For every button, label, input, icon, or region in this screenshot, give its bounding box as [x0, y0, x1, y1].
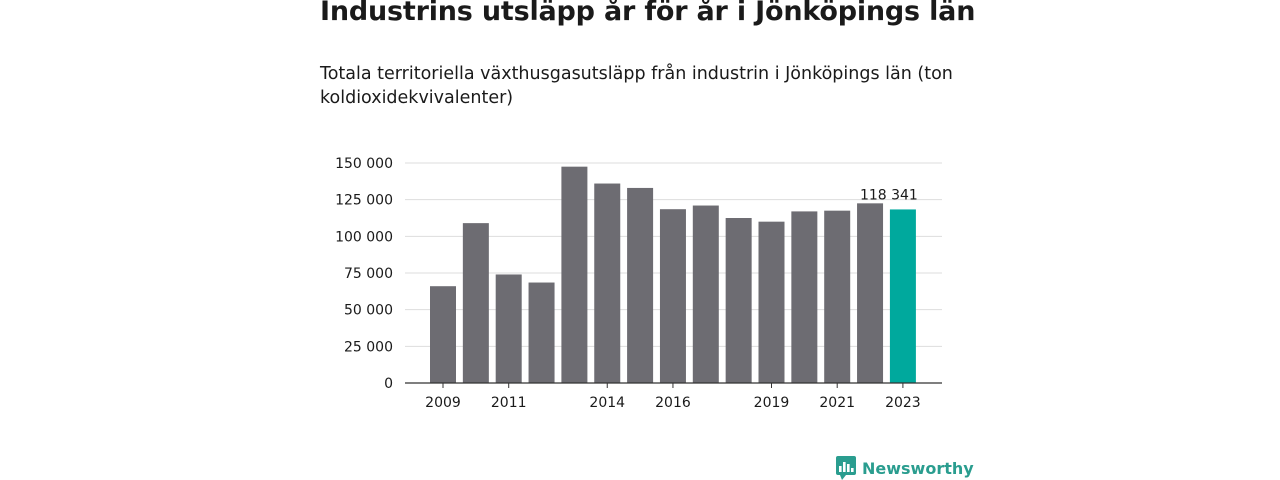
bar-2020[interactable] [791, 211, 818, 383]
bar-2023[interactable] [889, 209, 916, 383]
bar-2017[interactable] [692, 205, 719, 383]
bar-chart: 0 25 000 50 000 75 000 100 000 125 000 150 000… [335, 156, 942, 411]
bar-2012[interactable] [528, 282, 555, 383]
x-tick-label: 2016 [655, 395, 691, 411]
bar-2019[interactable] [758, 221, 785, 383]
brand-logo[interactable]: Newsworthy [836, 456, 974, 480]
y-axis-labels: 0 25 000 50 000 75 000 100 000 125 000 150 000 [335, 156, 393, 392]
y-tick-label: 100 000 [335, 229, 393, 245]
y-tick-label: 25 000 [344, 339, 393, 355]
y-tick-label: 75 000 [344, 266, 393, 282]
bar-2011[interactable] [495, 274, 522, 383]
bar-2009[interactable] [430, 286, 456, 383]
bar-2010[interactable] [462, 223, 489, 383]
x-tick-label: 2009 [425, 395, 461, 411]
bar-2014[interactable] [594, 183, 621, 383]
x-tick-label: 2011 [491, 395, 527, 411]
x-tick-label: 2021 [819, 395, 855, 411]
bar-2018[interactable] [725, 218, 752, 383]
y-tick-label: 0 [384, 376, 393, 392]
x-tick-label: 2023 [885, 395, 921, 411]
bar-2015[interactable] [627, 187, 654, 383]
bar-2022[interactable] [857, 203, 884, 383]
data-labels: 118 341 [860, 187, 918, 203]
bar-chart-speech-bubble-icon [836, 456, 856, 480]
x-axis: 2009 2011 2014 2016 2019 2021 2023 [405, 382, 942, 411]
bars [430, 166, 916, 383]
y-tick-label: 50 000 [344, 303, 393, 319]
y-tick-label: 150 000 [335, 156, 393, 172]
brand-name: Newsworthy [862, 458, 974, 478]
y-tick-label: 125 000 [335, 193, 393, 209]
bar-2016[interactable] [659, 209, 686, 383]
x-tick-label: 2014 [589, 395, 625, 411]
x-tick-label: 2019 [754, 395, 790, 411]
chart-title: Industrins utsläpp år för år i Jönköping… [320, 0, 976, 27]
data-label: 118 341 [860, 187, 918, 203]
chart-subtitle: Totala territoriella växthusgasutsläpp f… [320, 64, 953, 108]
bar-2013[interactable] [561, 166, 588, 383]
bar-2021[interactable] [824, 210, 851, 383]
